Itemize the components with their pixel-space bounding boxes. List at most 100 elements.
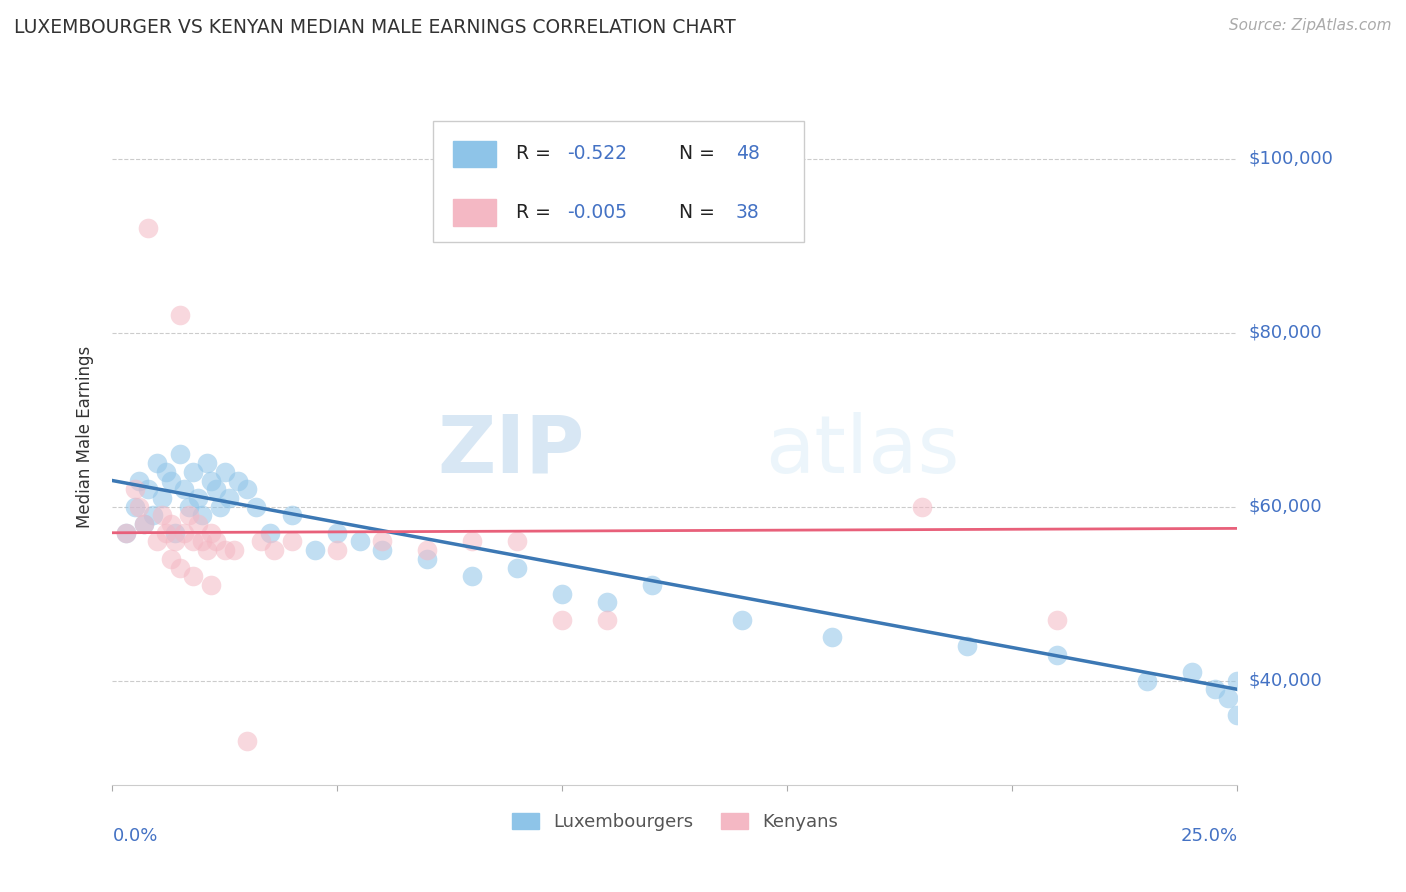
Point xyxy=(956,639,979,653)
Text: 38: 38 xyxy=(735,202,759,222)
Text: LUXEMBOURGER VS KENYAN MEDIAN MALE EARNINGS CORRELATION CHART: LUXEMBOURGER VS KENYAN MEDIAN MALE EARNI… xyxy=(14,18,735,37)
Point xyxy=(124,500,146,514)
Point xyxy=(1046,648,1069,662)
Point xyxy=(205,534,228,549)
Point xyxy=(911,500,934,514)
Point xyxy=(259,525,281,540)
Point xyxy=(132,516,155,531)
Point xyxy=(218,491,240,505)
Point xyxy=(326,543,349,558)
Point xyxy=(1181,665,1204,679)
Text: $80,000: $80,000 xyxy=(1249,324,1322,342)
Text: 0.0%: 0.0% xyxy=(112,827,157,845)
Point xyxy=(165,534,187,549)
Text: Source: ZipAtlas.com: Source: ZipAtlas.com xyxy=(1229,18,1392,33)
Point xyxy=(132,516,155,531)
Point xyxy=(128,500,150,514)
Point xyxy=(416,551,439,566)
Point xyxy=(200,578,222,592)
Text: R =: R = xyxy=(516,145,557,163)
Point xyxy=(160,516,183,531)
Point xyxy=(205,482,228,496)
Point xyxy=(349,534,371,549)
Point xyxy=(731,613,754,627)
Point xyxy=(371,534,394,549)
Point xyxy=(281,508,304,523)
Point xyxy=(138,482,160,496)
Point xyxy=(138,221,160,235)
Point xyxy=(326,525,349,540)
Point xyxy=(222,543,245,558)
Point xyxy=(596,613,619,627)
Point xyxy=(1226,708,1249,723)
Text: $60,000: $60,000 xyxy=(1249,498,1322,516)
Point xyxy=(506,534,529,549)
Point xyxy=(128,474,150,488)
Point xyxy=(1046,613,1069,627)
Point xyxy=(169,560,191,574)
Text: 48: 48 xyxy=(735,145,759,163)
Text: ZIP: ZIP xyxy=(437,412,585,490)
Point xyxy=(304,543,326,558)
Text: N =: N = xyxy=(679,145,721,163)
Point xyxy=(183,465,205,479)
Point xyxy=(461,569,484,583)
Point xyxy=(641,578,664,592)
Point xyxy=(146,456,169,470)
Point xyxy=(155,525,177,540)
Point xyxy=(200,525,222,540)
Y-axis label: Median Male Earnings: Median Male Earnings xyxy=(76,346,94,528)
Point xyxy=(169,308,191,322)
Point xyxy=(214,465,236,479)
Point xyxy=(506,560,529,574)
Point xyxy=(177,508,200,523)
Point xyxy=(551,613,574,627)
FancyBboxPatch shape xyxy=(433,120,804,243)
Text: $100,000: $100,000 xyxy=(1249,150,1333,168)
Point xyxy=(245,500,267,514)
Point xyxy=(187,516,209,531)
Bar xyxy=(453,141,496,167)
Point xyxy=(236,734,259,748)
Point xyxy=(1204,682,1226,697)
Point xyxy=(214,543,236,558)
Point xyxy=(371,543,394,558)
Text: $40,000: $40,000 xyxy=(1249,672,1322,690)
Text: R =: R = xyxy=(516,202,557,222)
Bar xyxy=(453,199,496,226)
Point xyxy=(146,534,169,549)
Point xyxy=(195,456,218,470)
Legend: Luxembourgers, Kenyans: Luxembourgers, Kenyans xyxy=(505,805,845,838)
Point xyxy=(124,482,146,496)
Point xyxy=(228,474,250,488)
Point xyxy=(195,543,218,558)
Text: -0.522: -0.522 xyxy=(567,145,627,163)
Point xyxy=(250,534,273,549)
Point xyxy=(177,500,200,514)
Text: 25.0%: 25.0% xyxy=(1180,827,1237,845)
Point xyxy=(160,551,183,566)
Point xyxy=(115,525,138,540)
Point xyxy=(165,525,187,540)
Text: -0.005: -0.005 xyxy=(567,202,627,222)
Point xyxy=(155,465,177,479)
Point xyxy=(142,508,165,523)
Point xyxy=(209,500,232,514)
Point xyxy=(187,491,209,505)
Point xyxy=(115,525,138,540)
Point xyxy=(263,543,285,558)
Point xyxy=(150,491,173,505)
Point xyxy=(173,482,195,496)
Point xyxy=(191,534,214,549)
Point xyxy=(200,474,222,488)
Point xyxy=(173,525,195,540)
Point xyxy=(150,508,173,523)
Point xyxy=(1218,690,1240,705)
Point xyxy=(821,630,844,644)
Text: atlas: atlas xyxy=(765,412,959,490)
Point xyxy=(461,534,484,549)
Point xyxy=(169,448,191,462)
Point xyxy=(160,474,183,488)
Point xyxy=(551,587,574,601)
Point xyxy=(281,534,304,549)
